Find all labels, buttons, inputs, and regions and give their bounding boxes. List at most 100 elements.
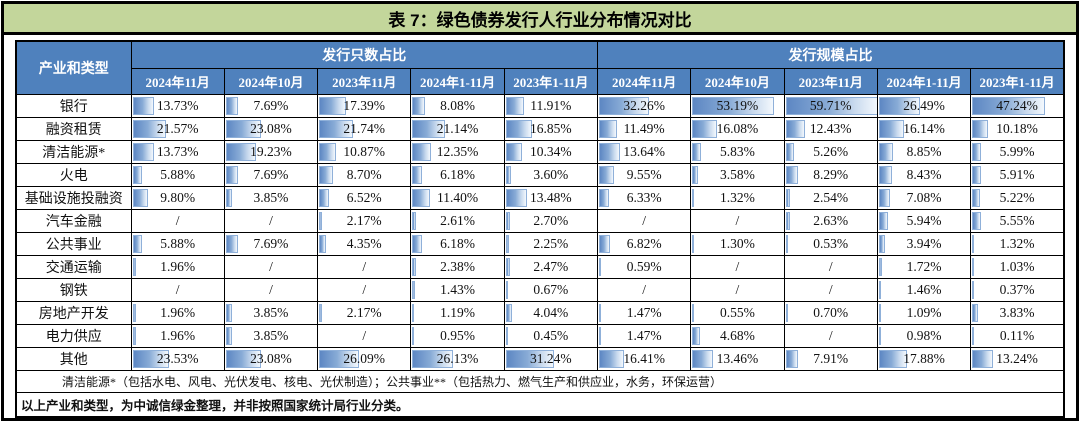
value-cell: / bbox=[783, 324, 878, 348]
data-bar bbox=[412, 143, 432, 161]
data-bar bbox=[225, 304, 232, 322]
cell-value: 26.09% bbox=[343, 351, 386, 366]
value-cell: 23.53% bbox=[130, 347, 225, 371]
data-bar bbox=[692, 120, 718, 138]
value-cell: 2.47% bbox=[503, 255, 598, 279]
cell-value: 16.85% bbox=[530, 121, 572, 136]
value-cell: 6.33% bbox=[596, 186, 692, 210]
data-bar bbox=[692, 327, 700, 345]
cell-value: 11.40% bbox=[436, 190, 479, 205]
row-label: 基础设施投融资 bbox=[15, 186, 132, 210]
value-cell: 8.70% bbox=[317, 163, 412, 187]
table-row: 银行 13.73% 7.69% 17.39% 8.08% 11.91% 32.26% 53.1… bbox=[15, 94, 1065, 118]
cell-value: 2.61% bbox=[440, 213, 475, 228]
cell-value: 7.69% bbox=[253, 236, 289, 251]
cell-value: 3.94% bbox=[906, 236, 942, 251]
cell-value: 1.96% bbox=[160, 305, 196, 320]
cell-value: 16.14% bbox=[903, 121, 945, 136]
value-cell: 1.43% bbox=[410, 278, 505, 302]
cell-value: 6.18% bbox=[440, 167, 475, 182]
table-title: 表 7：绿色债券发行人行业分布情况对比 bbox=[388, 10, 692, 30]
data-bar bbox=[598, 143, 621, 161]
data-bar bbox=[785, 143, 794, 161]
data-bar bbox=[132, 120, 166, 138]
value-cell: 12.43% bbox=[783, 117, 878, 141]
cell-value: 0.59% bbox=[626, 259, 662, 274]
value-cell: 9.55% bbox=[596, 163, 692, 187]
cell-value: 5.99% bbox=[999, 144, 1035, 159]
period-header-count-0: 2024年11月 bbox=[130, 68, 225, 95]
value-cell: 8.85% bbox=[876, 140, 972, 164]
value-cell: / bbox=[783, 278, 878, 302]
data-bar bbox=[505, 327, 508, 345]
cell-value: 10.34% bbox=[530, 144, 572, 159]
cell-value: 5.88% bbox=[160, 236, 196, 251]
value-cell: 11.91% bbox=[503, 94, 598, 118]
period-header-count-4: 2023年1-11月 bbox=[503, 68, 598, 95]
table-row: 房地产开发 1.96% 3.85% 2.17% 1.19% 4.04% 1.47% 0.55%… bbox=[15, 301, 1065, 325]
table-row: 火电 5.88% 7.69% 8.70% 6.18% 3.60% 9.55% 3.58% 8.2… bbox=[15, 163, 1065, 187]
cell-value: 0.95% bbox=[440, 328, 475, 343]
cell-value: / bbox=[735, 213, 740, 228]
value-cell: 17.88% bbox=[876, 347, 972, 371]
data-bar bbox=[785, 304, 788, 322]
data-bar bbox=[972, 281, 975, 299]
cell-value: 0.11% bbox=[999, 328, 1035, 343]
value-cell: 0.59% bbox=[596, 255, 692, 279]
data-bar bbox=[225, 350, 262, 368]
data-bar bbox=[505, 350, 554, 368]
cell-value: 23.08% bbox=[250, 121, 292, 136]
value-cell: 1.96% bbox=[130, 324, 225, 348]
data-bar bbox=[319, 97, 346, 115]
value-cell: 59.71% bbox=[783, 94, 878, 118]
value-cell: 12.35% bbox=[410, 140, 505, 164]
cell-value: 23.53% bbox=[156, 351, 199, 366]
cell-value: 5.94% bbox=[906, 213, 942, 228]
cell-value: 10.18% bbox=[996, 121, 1038, 136]
cell-value: / bbox=[175, 282, 180, 297]
value-cell: 16.14% bbox=[876, 117, 972, 141]
data-bar bbox=[878, 327, 881, 345]
data-bar bbox=[319, 143, 336, 161]
period-header-count-3: 2024年1-11月 bbox=[410, 68, 505, 95]
value-cell: 3.83% bbox=[970, 301, 1065, 325]
cell-value: 5.88% bbox=[160, 167, 196, 182]
value-cell: / bbox=[596, 209, 692, 233]
cell-value: 1.32% bbox=[999, 236, 1035, 251]
value-cell: 7.08% bbox=[876, 186, 972, 210]
cell-value: 3.85% bbox=[253, 305, 289, 320]
data-bar bbox=[972, 350, 993, 368]
cell-value: / bbox=[269, 282, 273, 297]
value-cell: 2.54% bbox=[783, 186, 878, 210]
cell-value: 13.73% bbox=[156, 98, 199, 113]
industry-distribution-table: 产业和类型 发行只数占比 发行规模占比 2024年11月 2024年10月 2023… bbox=[15, 40, 1065, 418]
cell-value: / bbox=[362, 282, 367, 297]
value-cell: 1.96% bbox=[130, 301, 225, 325]
data-bar bbox=[412, 166, 422, 184]
data-bar bbox=[692, 97, 775, 115]
period-header-scale-3: 2024年1-11月 bbox=[876, 68, 972, 95]
cell-value: 6.33% bbox=[626, 190, 662, 205]
value-cell: 13.48% bbox=[503, 186, 598, 210]
value-cell: / bbox=[690, 255, 785, 279]
period-header-scale-0: 2024年11月 bbox=[596, 68, 692, 95]
value-cell: 6.52% bbox=[317, 186, 412, 210]
cell-value: 1.30% bbox=[719, 236, 755, 251]
table-row: 交通运输 1.96% / / 2.38% 2.47% 0.59% / / 1.72% 1.03% bbox=[15, 255, 1065, 279]
value-cell: 5.94% bbox=[876, 209, 972, 233]
value-cell: 10.18% bbox=[970, 117, 1065, 141]
value-cell: 5.91% bbox=[970, 163, 1065, 187]
cell-value: 5.83% bbox=[719, 144, 755, 159]
data-bar bbox=[878, 189, 890, 207]
value-cell: / bbox=[223, 209, 319, 233]
cell-value: 6.52% bbox=[346, 190, 382, 205]
value-cell: 10.34% bbox=[503, 140, 598, 164]
value-cell: 5.83% bbox=[690, 140, 785, 164]
value-cell: 0.11% bbox=[970, 324, 1065, 348]
cell-value: 5.55% bbox=[999, 213, 1035, 228]
cell-value: 4.04% bbox=[533, 305, 569, 320]
cell-value: 16.41% bbox=[623, 351, 665, 366]
data-bar bbox=[319, 189, 330, 207]
cell-value: 32.26% bbox=[623, 98, 665, 113]
